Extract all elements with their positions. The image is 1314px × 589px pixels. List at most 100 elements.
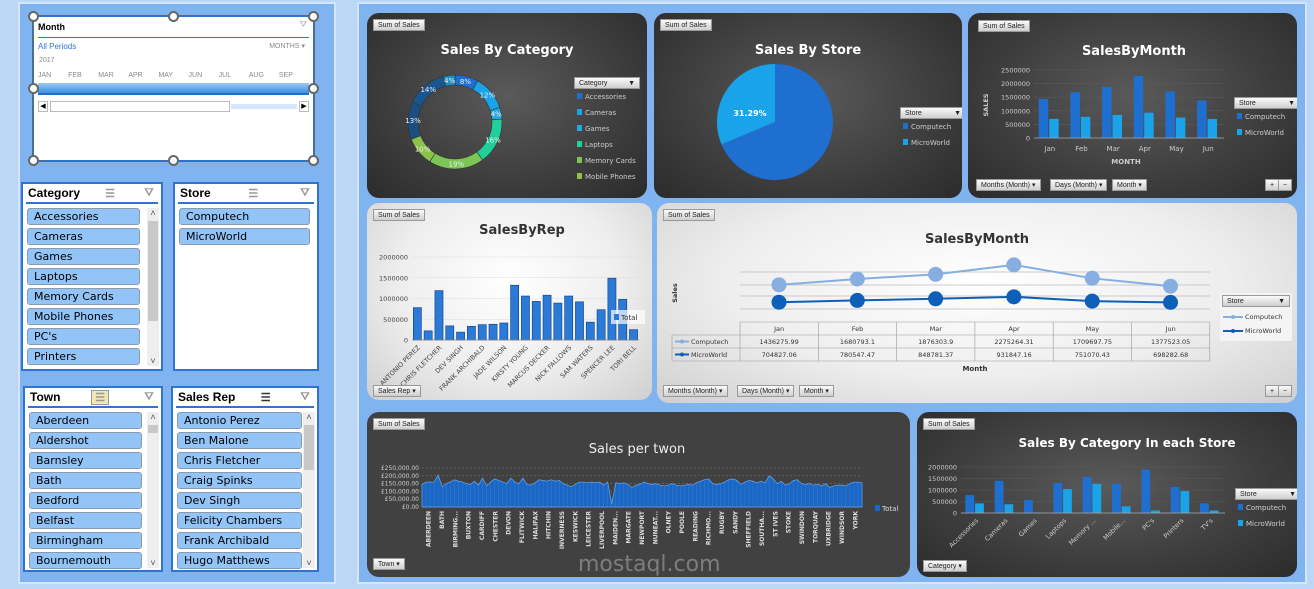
months-field-button[interactable]: Months (Month) ▾ (663, 385, 728, 397)
legend-field-dropdown[interactable]: Category ▼ (574, 77, 640, 89)
slicer-item[interactable]: Chris Fletcher (177, 452, 302, 469)
sales-rep-field-button[interactable]: Sales Rep ▾ (373, 385, 421, 397)
slicer-item[interactable]: Ben Malone (177, 432, 302, 449)
clear-filter-icon[interactable]: ⛛ (144, 390, 154, 403)
sales-by-store-chart[interactable]: Sales By Store 31.29% Computech MicroWorld S… (654, 13, 962, 198)
legend-field-dropdown[interactable]: Store ▼ (1235, 488, 1297, 500)
scroll-right-icon[interactable]: ▶ (299, 101, 309, 112)
legend-field-dropdown[interactable]: Store ▼ (1234, 97, 1297, 109)
slicer-item[interactable]: Cameras (27, 228, 140, 245)
days-field-button[interactable]: Days (Month) ▾ (1050, 179, 1108, 191)
slicer-item[interactable]: Printers (27, 348, 140, 365)
expand-button[interactable]: + (1265, 179, 1280, 191)
slicer-item[interactable]: Birmingham (29, 532, 142, 549)
slicer-item[interactable]: Mobile Phones (27, 308, 140, 325)
resize-handle[interactable] (308, 11, 319, 22)
slicer-item[interactable]: Bedford (29, 492, 142, 509)
legend-field-dropdown[interactable]: Store ▼ (900, 107, 962, 119)
multi-select-icon[interactable]: ☰ (260, 391, 271, 404)
sum-of-sales-button[interactable]: Sum of Sales (663, 209, 715, 221)
timeline-bar[interactable] (38, 83, 309, 95)
slicer-item[interactable]: Laptops (27, 268, 140, 285)
y-tick-label: 500000 (1005, 121, 1030, 129)
scrollbar[interactable]: ˄ ˅ (147, 208, 159, 366)
slicer-item[interactable]: Games (27, 248, 140, 265)
slicer-item[interactable]: Accessories (27, 208, 140, 225)
sum-of-sales-button[interactable]: Sum of Sales (373, 19, 425, 31)
resize-handle[interactable] (308, 83, 319, 94)
sum-of-sales-button[interactable]: Sum of Sales (373, 209, 425, 221)
sales-by-rep-chart[interactable]: SalesByRep 2000000 1500000 1000000 500000 0 AN… (367, 203, 652, 400)
sales-by-month-bar-chart[interactable]: SalesByMonth 2500000 2000000 1500000 1000000… (968, 13, 1297, 198)
slicer-item[interactable]: MicroWorld (179, 228, 310, 245)
multi-select-icon[interactable]: ☰ (248, 187, 259, 200)
legend-key (1231, 315, 1235, 319)
days-field-button[interactable]: Days (Month) ▾ (737, 385, 795, 397)
sales-by-category-store-chart[interactable]: Sales By Category In each Store 2000000 15… (917, 412, 1297, 577)
dropdown-arrow-icon: ▼ (954, 110, 961, 117)
bar (1080, 116, 1091, 138)
slicer-item[interactable]: Belfast (29, 512, 142, 529)
x-tick-label: CHESTER (492, 511, 499, 542)
timeline-level-dropdown[interactable]: MONTHS ▾ (269, 43, 305, 50)
slicer-item[interactable]: Barnsley (29, 452, 142, 469)
sum-of-sales-button[interactable]: Sum of Sales (373, 418, 425, 430)
bar (1144, 112, 1154, 138)
multi-select-icon[interactable]: ☰ (105, 187, 115, 200)
timeline-month: APR (128, 72, 143, 79)
sales-by-category-chart[interactable]: Sales By Category 8% 12% 4% 16% 19% 10% 13% 14% 4… (367, 13, 647, 198)
resize-handle[interactable] (168, 155, 179, 166)
data-point (1084, 270, 1100, 286)
resize-handle[interactable] (168, 11, 179, 22)
bar (1151, 510, 1160, 513)
scrollbar[interactable]: ˄ ˅ (147, 412, 159, 568)
slicer-item[interactable]: Hugo Matthews (177, 552, 302, 569)
expand-button[interactable]: + (1265, 385, 1280, 397)
table-header: Jan (773, 325, 784, 333)
clear-filter-icon[interactable]: ⛛ (300, 390, 310, 403)
resize-handle[interactable] (28, 83, 39, 94)
multi-select-icon[interactable]: ☰ (91, 389, 110, 405)
slicer-item[interactable]: Antonio Perez (177, 412, 302, 429)
sales-per-town-chart[interactable]: Sales per twon £250,000.00 £200,000.00 £150… (367, 412, 910, 577)
sum-of-sales-button[interactable]: Sum of Sales (923, 418, 975, 430)
slicer-item[interactable]: Memory Cards (27, 288, 140, 305)
month-field-button[interactable]: Month ▾ (1112, 179, 1147, 191)
months-field-button[interactable]: Months (Month) ▾ (976, 179, 1041, 191)
month-timeline[interactable]: Month ⛛ All Periods MONTHS ▾ 2017 JAN FEB… (32, 15, 315, 162)
slicer-item[interactable]: Felicity Chambers (177, 512, 302, 529)
resize-handle[interactable] (308, 155, 319, 166)
resize-handle[interactable] (28, 155, 39, 166)
slicer-item[interactable]: Frank Archibald (177, 532, 302, 549)
slicer-item[interactable]: Aberdeen (29, 412, 142, 429)
sum-of-sales-button[interactable]: Sum of Sales (978, 20, 1030, 32)
month-field-button[interactable]: Month ▾ (799, 385, 834, 397)
sales-by-month-line-chart[interactable]: SalesByMonth Jan Feb Mar Apr May Jun Computech 1… (657, 203, 1297, 403)
button-label: Sum of Sales (665, 22, 707, 29)
slicer-item[interactable]: Computech (179, 208, 310, 225)
slicer-item[interactable]: Dev Singh (177, 492, 302, 509)
legend-swatch (614, 314, 619, 320)
clear-filter-icon[interactable]: ⛛ (144, 186, 154, 199)
slicer-item[interactable]: Bath (29, 472, 142, 489)
collapse-button[interactable]: − (1278, 179, 1293, 191)
y-tick-label: 1500000 (379, 274, 408, 282)
legend-field-dropdown[interactable]: Store ▼ (1222, 295, 1290, 307)
scrollbar[interactable]: ˄ ˅ (303, 412, 315, 568)
timeline-scrollbar[interactable]: ◀ ▶ (38, 101, 309, 112)
resize-handle[interactable] (28, 11, 39, 22)
scroll-thumb[interactable] (50, 101, 230, 112)
collapse-button[interactable]: − (1278, 385, 1293, 397)
town-field-button[interactable]: Town ▾ (373, 558, 405, 570)
legend-label: Cameras (585, 109, 616, 117)
clear-filter-icon[interactable]: ⛛ (300, 186, 310, 199)
slicer-item[interactable]: Craig Spinks (177, 472, 302, 489)
category-field-button[interactable]: Category ▾ (923, 560, 967, 572)
slicer-item[interactable]: Bournemouth (29, 552, 142, 569)
slicer-item[interactable]: PC's (27, 328, 140, 345)
sum-of-sales-button[interactable]: Sum of Sales (660, 19, 712, 31)
clear-filter-icon[interactable]: ⛛ (299, 19, 307, 29)
legend-label: Mobile Phones (585, 173, 636, 181)
scroll-left-icon[interactable]: ◀ (38, 101, 48, 112)
slicer-item[interactable]: Aldershot (29, 432, 142, 449)
